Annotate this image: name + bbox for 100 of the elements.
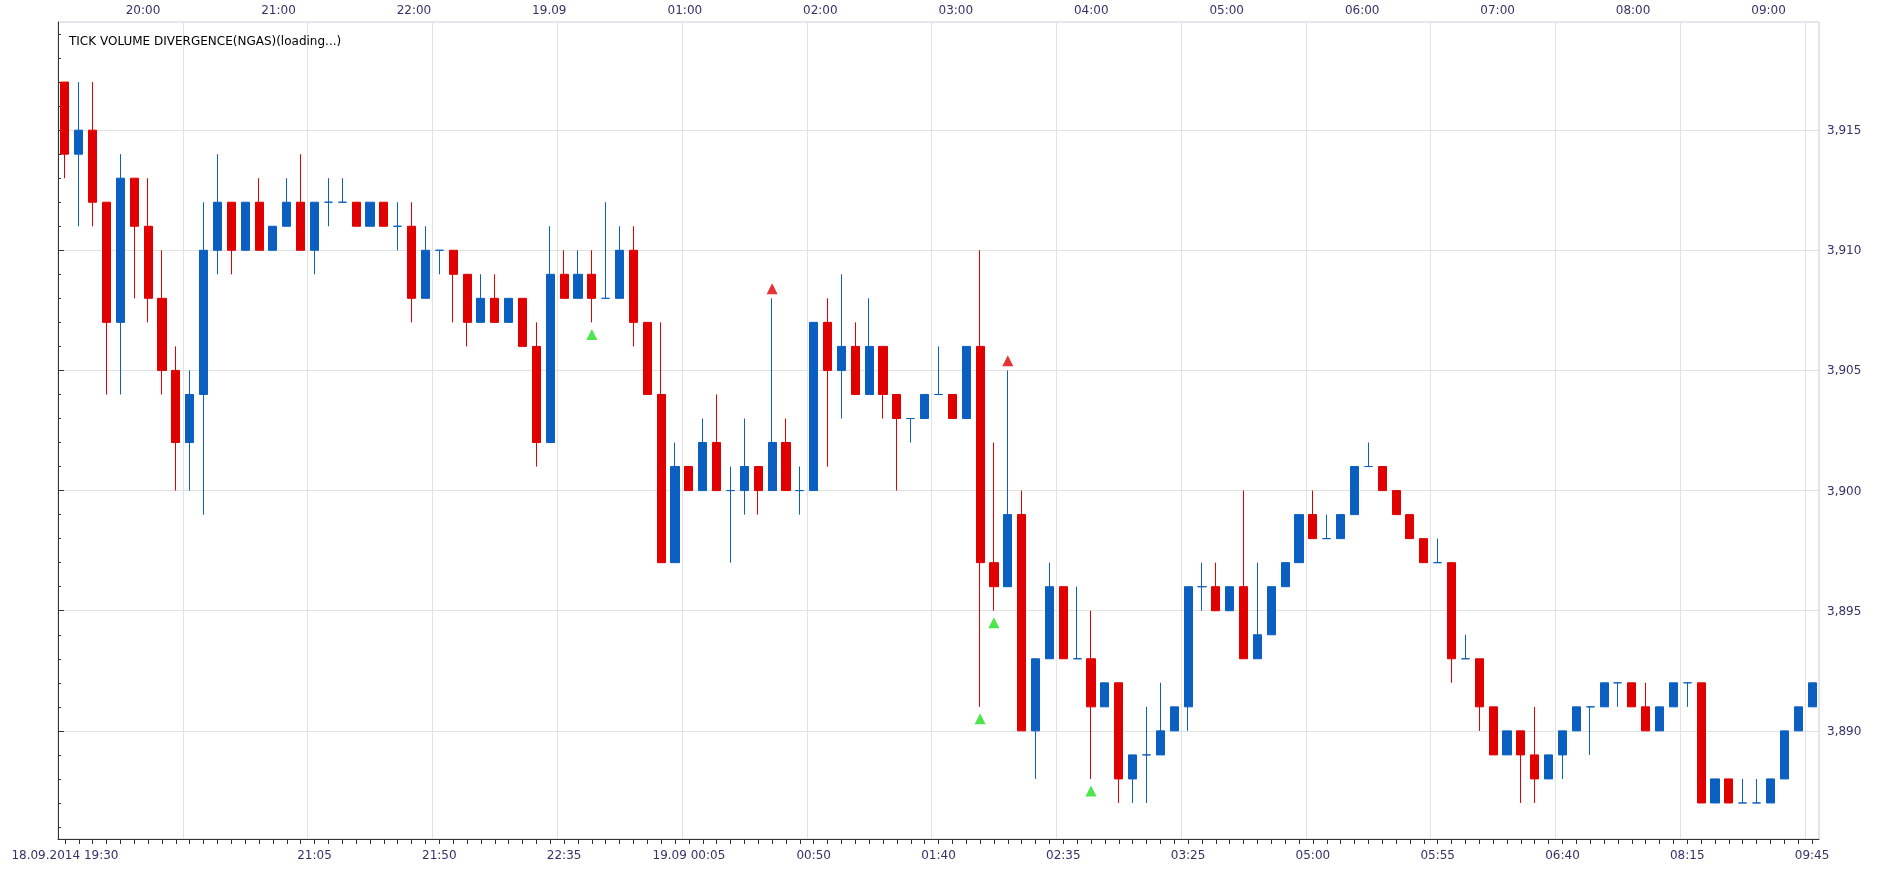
candlestick xyxy=(393,201,402,251)
candlestick xyxy=(1017,490,1026,732)
candlestick xyxy=(1170,706,1179,732)
candlestick xyxy=(1294,514,1304,564)
text: 07:00 xyxy=(1480,3,1515,17)
x-tick-label: 08:15 xyxy=(1669,848,1705,862)
candlestick xyxy=(629,225,638,347)
text: 08:00 xyxy=(1615,3,1651,17)
candlestick xyxy=(560,249,569,299)
candlestick xyxy=(144,177,153,323)
x-tick-label: 02:35 xyxy=(1046,848,1081,862)
candlestick xyxy=(268,225,277,251)
candlestick xyxy=(1239,490,1248,660)
candlestick xyxy=(421,225,430,299)
candlestick xyxy=(449,249,458,323)
candlestick xyxy=(199,201,208,516)
candlestick xyxy=(976,249,985,708)
text: 09:00 xyxy=(1751,3,1786,17)
y-tick-label: 3,900 xyxy=(1827,483,1862,498)
candlestick xyxy=(1641,682,1650,732)
candlestick xyxy=(670,442,680,564)
candlestick xyxy=(1059,586,1068,660)
candlestick xyxy=(1045,562,1054,660)
candlestick xyxy=(1031,658,1040,780)
candlestick xyxy=(1724,778,1733,804)
candlestick xyxy=(1253,562,1262,660)
candlestick xyxy=(1308,490,1317,540)
point xyxy=(1085,785,1097,797)
candlestick xyxy=(1447,562,1456,684)
candlestick xyxy=(365,201,375,227)
candlestick xyxy=(892,393,901,492)
text: 20:00 xyxy=(125,3,161,17)
candlestick xyxy=(851,321,860,395)
candlestick xyxy=(1627,682,1636,708)
candlestick xyxy=(1392,490,1401,516)
candlestick xyxy=(1100,682,1109,708)
candlestick xyxy=(1475,658,1484,732)
text: 22:00 xyxy=(396,3,432,17)
candlestick xyxy=(1142,706,1151,804)
candlestick xyxy=(1502,730,1512,756)
candlestick xyxy=(518,297,527,347)
candlestick xyxy=(227,201,236,275)
text: 01:00 xyxy=(667,3,703,17)
candlestick xyxy=(1378,466,1387,492)
candlestick xyxy=(1003,369,1012,588)
candlestick xyxy=(490,273,499,323)
x-tick-label: 00:50 xyxy=(796,848,831,862)
candlestick xyxy=(338,177,347,203)
candlestick xyxy=(934,345,943,395)
candlestick xyxy=(1322,514,1331,540)
candlestick xyxy=(712,393,721,492)
text: 04:00 xyxy=(1073,3,1109,17)
x-tick-label: 18.09.2014 19:30 xyxy=(11,848,119,862)
candlestick xyxy=(1586,706,1595,756)
candlestick xyxy=(948,393,957,419)
candlestick xyxy=(906,417,915,444)
candlestick xyxy=(962,345,971,419)
x-tick-label: 05:00 xyxy=(1295,848,1331,862)
candlestick xyxy=(324,177,333,227)
candlestick xyxy=(1752,778,1761,804)
candlestick xyxy=(1489,706,1498,756)
candlestick xyxy=(823,297,832,468)
candlestick xyxy=(546,225,555,444)
candlestick xyxy=(1114,682,1123,804)
candlestick xyxy=(865,297,874,395)
text: 05:00 xyxy=(1209,3,1245,17)
candlestick xyxy=(1683,682,1692,708)
candlestick xyxy=(1433,538,1442,564)
candlestick xyxy=(255,177,264,251)
candlestick xyxy=(1530,706,1539,804)
candlestick xyxy=(587,249,596,323)
x-tick-label: 03:25 xyxy=(1170,848,1206,862)
x-tick-label: 06:40 xyxy=(1545,848,1580,862)
candlestick xyxy=(1364,442,1373,468)
candlestick xyxy=(1086,610,1096,780)
point xyxy=(586,328,598,340)
candlestick xyxy=(1572,706,1581,732)
text: 21:00 xyxy=(261,3,296,17)
candlestick xyxy=(698,417,707,492)
candlestick xyxy=(1405,514,1414,540)
point xyxy=(1002,355,1014,367)
x-tick-label: 05:55 xyxy=(1420,848,1455,862)
x-tick-label: 01:40 xyxy=(921,848,956,862)
candlestick xyxy=(657,321,666,564)
y-tick-label: 3,915 xyxy=(1827,123,1862,138)
point xyxy=(974,713,986,725)
candlestick xyxy=(601,201,610,299)
candlestick xyxy=(1281,562,1290,588)
candlestick xyxy=(157,249,167,395)
x-tick-label: 22:35 xyxy=(546,848,582,862)
x-tick-label: 19.09 00:05 xyxy=(652,848,726,862)
text: 03:00 xyxy=(938,3,974,17)
candlestick xyxy=(1766,778,1775,804)
candlestick xyxy=(754,466,763,516)
candlestick xyxy=(1197,562,1207,612)
x-tick-label: 09:45 xyxy=(1794,848,1830,862)
candlestick xyxy=(1419,538,1428,564)
candlestick xyxy=(1697,682,1706,804)
candlestick xyxy=(1600,682,1609,708)
x-tick-label: 21:50 xyxy=(422,848,457,862)
